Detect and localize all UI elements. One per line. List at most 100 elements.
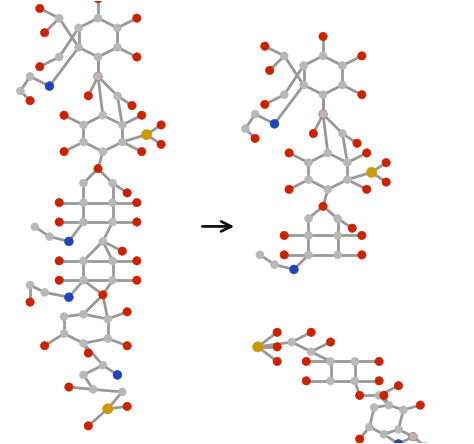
- Circle shape: [55, 198, 64, 207]
- Circle shape: [394, 440, 403, 444]
- Circle shape: [375, 377, 383, 385]
- Circle shape: [385, 401, 393, 409]
- Circle shape: [304, 176, 312, 184]
- Circle shape: [99, 148, 107, 155]
- Circle shape: [123, 402, 131, 411]
- Circle shape: [80, 198, 87, 206]
- Circle shape: [304, 231, 312, 239]
- Circle shape: [319, 91, 327, 99]
- Circle shape: [80, 179, 87, 187]
- Circle shape: [74, 24, 82, 32]
- Circle shape: [118, 121, 126, 129]
- Circle shape: [280, 251, 288, 259]
- Circle shape: [319, 110, 327, 118]
- Circle shape: [363, 185, 371, 194]
- Circle shape: [334, 214, 342, 222]
- Circle shape: [421, 442, 429, 444]
- Circle shape: [94, 0, 102, 3]
- Circle shape: [60, 111, 68, 119]
- Circle shape: [309, 129, 318, 138]
- Circle shape: [31, 223, 39, 231]
- Circle shape: [416, 401, 425, 409]
- Circle shape: [351, 357, 359, 365]
- Circle shape: [343, 176, 351, 184]
- Circle shape: [94, 72, 102, 80]
- Circle shape: [40, 28, 49, 37]
- Circle shape: [358, 251, 366, 259]
- Circle shape: [55, 218, 64, 226]
- Circle shape: [26, 298, 34, 306]
- Circle shape: [319, 110, 327, 118]
- Circle shape: [273, 357, 282, 365]
- Circle shape: [104, 334, 112, 342]
- Circle shape: [327, 357, 335, 365]
- Circle shape: [55, 53, 63, 61]
- Circle shape: [382, 178, 390, 186]
- Circle shape: [304, 251, 312, 259]
- Circle shape: [36, 63, 44, 71]
- Circle shape: [280, 91, 288, 99]
- Circle shape: [103, 404, 113, 414]
- Circle shape: [302, 357, 310, 365]
- Circle shape: [89, 385, 97, 393]
- Circle shape: [113, 44, 121, 51]
- Circle shape: [338, 62, 346, 70]
- Circle shape: [74, 44, 82, 51]
- Circle shape: [46, 233, 54, 241]
- Circle shape: [375, 392, 383, 399]
- Circle shape: [118, 138, 126, 146]
- Circle shape: [80, 257, 87, 265]
- Circle shape: [99, 111, 107, 119]
- Circle shape: [55, 276, 64, 285]
- Circle shape: [133, 257, 141, 265]
- Circle shape: [261, 42, 269, 50]
- Circle shape: [109, 198, 117, 206]
- Circle shape: [80, 371, 87, 379]
- Circle shape: [338, 81, 346, 89]
- Circle shape: [94, 53, 102, 61]
- Circle shape: [380, 391, 388, 400]
- Circle shape: [55, 257, 64, 265]
- Circle shape: [109, 179, 117, 187]
- Circle shape: [400, 406, 407, 414]
- Circle shape: [365, 423, 374, 431]
- Circle shape: [36, 4, 44, 12]
- Circle shape: [84, 91, 92, 100]
- Circle shape: [109, 257, 117, 265]
- Circle shape: [326, 338, 335, 346]
- Circle shape: [128, 101, 136, 110]
- Circle shape: [265, 66, 274, 75]
- Circle shape: [99, 238, 107, 246]
- Circle shape: [409, 433, 417, 440]
- Circle shape: [84, 422, 92, 430]
- Circle shape: [99, 291, 107, 299]
- Circle shape: [26, 72, 34, 80]
- Circle shape: [118, 247, 127, 255]
- Circle shape: [141, 130, 152, 140]
- Circle shape: [64, 293, 73, 301]
- Circle shape: [99, 361, 107, 369]
- Circle shape: [80, 310, 87, 318]
- Circle shape: [324, 186, 332, 193]
- Circle shape: [45, 82, 54, 91]
- Circle shape: [358, 91, 366, 99]
- Circle shape: [55, 14, 63, 22]
- Circle shape: [338, 130, 346, 138]
- Circle shape: [109, 276, 117, 284]
- Circle shape: [94, 14, 102, 22]
- Circle shape: [251, 134, 259, 143]
- Circle shape: [60, 147, 68, 156]
- Circle shape: [327, 377, 335, 385]
- Circle shape: [80, 339, 87, 347]
- Circle shape: [334, 231, 342, 239]
- Circle shape: [304, 159, 312, 166]
- Circle shape: [409, 432, 417, 441]
- Circle shape: [353, 139, 361, 147]
- Circle shape: [137, 111, 146, 119]
- Circle shape: [123, 189, 131, 197]
- Circle shape: [280, 231, 288, 240]
- Circle shape: [261, 100, 269, 109]
- Circle shape: [280, 52, 288, 60]
- Circle shape: [80, 276, 87, 284]
- Circle shape: [80, 218, 87, 226]
